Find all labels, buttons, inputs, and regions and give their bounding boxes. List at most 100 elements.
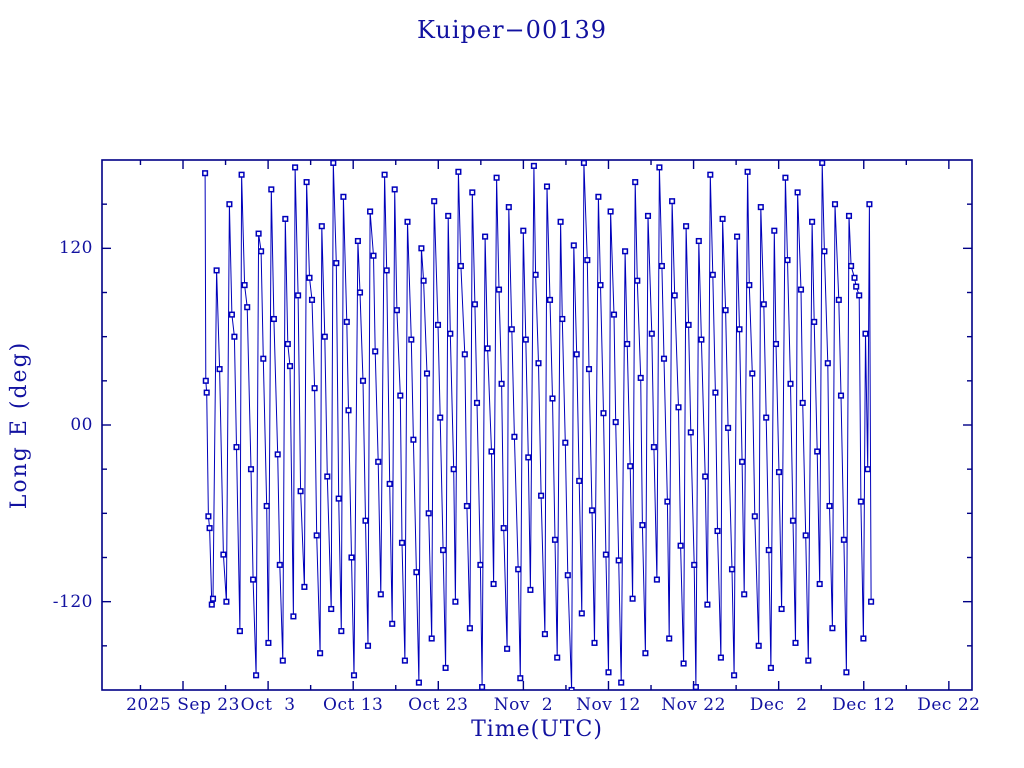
data-point-marker <box>771 227 778 234</box>
data-point-marker <box>656 164 663 171</box>
data-point-marker <box>605 669 612 676</box>
data-point-marker <box>508 326 515 333</box>
data-point-marker <box>290 613 297 620</box>
data-point-marker <box>461 351 468 358</box>
data-point-marker <box>691 561 698 568</box>
data-point-marker <box>624 340 631 348</box>
data-point-marker <box>809 218 816 225</box>
data-point-marker <box>466 625 473 632</box>
data-point-marker <box>739 458 746 465</box>
data-point-marker <box>792 639 799 646</box>
data-point-marker <box>746 282 753 289</box>
data-point-marker <box>431 198 438 205</box>
data-point-marker <box>562 439 569 446</box>
y-tick-label: 120 <box>59 238 93 259</box>
data-point-marker <box>580 160 587 166</box>
data-point-marker <box>263 502 270 510</box>
data-point-marker <box>375 458 382 465</box>
data-point-marker <box>669 198 676 205</box>
data-point-marker <box>463 502 470 510</box>
data-point-marker <box>265 639 272 646</box>
data-point-marker <box>286 363 294 370</box>
data-point-marker <box>306 274 313 281</box>
data-point-marker <box>356 289 364 296</box>
data-point-marker <box>772 340 780 348</box>
data-point-marker <box>757 204 764 211</box>
data-point-marker <box>505 204 512 211</box>
data-point-marker <box>707 171 714 178</box>
data-point-marker <box>837 392 845 399</box>
data-point-marker <box>749 370 756 377</box>
data-point-marker <box>328 605 335 613</box>
data-point-marker <box>447 330 454 337</box>
data-point-marker <box>826 502 833 510</box>
data-point-marker <box>653 576 660 583</box>
data-point-marker <box>270 315 277 323</box>
data-point-marker <box>313 532 320 539</box>
x-tick-label: Nov 12 <box>576 695 641 715</box>
data-point-marker <box>370 252 377 259</box>
data-point-marker <box>253 672 260 679</box>
data-point-marker <box>717 654 724 661</box>
data-point-marker <box>549 395 556 402</box>
data-point-marker <box>284 340 291 348</box>
data-point-marker <box>857 498 864 505</box>
data-point-marker <box>408 336 415 343</box>
data-point-marker <box>595 193 602 200</box>
data-point-marker <box>450 466 457 473</box>
x-tick-label: Oct 13 <box>323 695 384 715</box>
data-point-marker <box>205 513 212 520</box>
data-point-marker <box>223 598 230 605</box>
data-point-marker <box>831 201 839 208</box>
data-point-marker <box>685 321 692 328</box>
data-point-marker <box>233 444 240 451</box>
data-point-marker <box>767 664 774 671</box>
data-point-marker <box>279 657 286 664</box>
data-point-marker <box>393 307 400 314</box>
data-point-marker <box>532 271 539 278</box>
data-point-marker <box>546 296 554 303</box>
data-point-marker <box>714 527 721 535</box>
data-point-marker <box>602 551 609 558</box>
data-point-marker <box>794 189 801 196</box>
data-point-marker <box>615 557 622 564</box>
data-point-marker <box>231 333 238 340</box>
data-point-marker <box>564 572 571 579</box>
data-point-marker <box>554 654 561 661</box>
data-point-marker <box>736 326 743 333</box>
data-point-marker <box>469 189 476 196</box>
data-point-marker <box>203 389 210 396</box>
data-point-marker <box>695 237 702 245</box>
data-point-marker <box>840 536 847 543</box>
data-point-marker <box>292 164 299 171</box>
data-point-marker <box>301 583 308 590</box>
data-point-marker <box>425 510 432 517</box>
data-point-marker <box>782 174 789 181</box>
data-point-marker <box>493 174 500 181</box>
y-tick-label: -120 <box>52 591 93 612</box>
data-point-marker <box>391 186 398 193</box>
data-point-marker <box>543 183 551 190</box>
data-point-marker <box>333 260 340 267</box>
data-point-marker <box>206 525 213 532</box>
data-point-marker <box>282 215 289 222</box>
data-point-marker <box>687 429 694 436</box>
data-point-marker <box>610 311 618 318</box>
data-point-marker <box>335 495 342 502</box>
data-point-marker <box>415 679 422 686</box>
data-point-marker <box>731 672 738 679</box>
data-point-marker <box>530 162 537 169</box>
x-axis-title: Time(UTC) <box>471 717 603 742</box>
data-point-marker <box>778 605 785 613</box>
data-point-marker <box>471 301 478 308</box>
data-point-marker <box>343 318 350 325</box>
data-point-marker <box>404 218 411 225</box>
data-point-marker <box>639 522 646 529</box>
data-point-marker <box>600 410 607 417</box>
data-point-marker <box>238 171 245 178</box>
data-point-marker <box>704 601 711 608</box>
data-point-marker <box>797 286 805 293</box>
data-point-marker <box>675 404 682 411</box>
x-tick-label: Dec 22 <box>917 695 981 715</box>
